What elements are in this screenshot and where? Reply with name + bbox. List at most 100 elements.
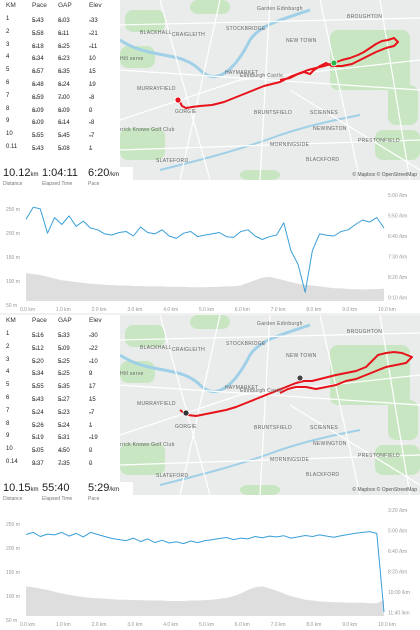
split-row: 0.11 5:43 /km 5:08 /km 1 m [6, 144, 93, 152]
split-row: 6 6:48 /km 6:24 /km 19 m [6, 80, 96, 88]
park-area [190, 315, 230, 329]
elevation-tick-label: 50 m [6, 618, 17, 624]
split-km: 5 [6, 382, 10, 389]
split-km: 6 [6, 395, 10, 401]
split-km: 4 [6, 54, 10, 61]
map-canvas [120, 0, 420, 180]
elevation-pace-chart: 250 m 200 m 150 m 100 m 50 m 3:20 /km 5:00 /km… [0, 506, 420, 630]
road [259, 0, 271, 180]
map-label: MORNINGSIDE [270, 457, 310, 463]
water-of-leith [120, 8, 311, 78]
map-attribution: © Mapbox © OpenStreetMap [352, 172, 417, 178]
route-map[interactable]: Garden Edinburgh BROUGHTON BLACKHALL CRAIGL… [120, 315, 420, 495]
union-canal [159, 429, 361, 486]
divider [0, 313, 420, 315]
distance-tick-label: 8.0 km [306, 622, 321, 628]
map-label: STOCKBRIDGE [226, 26, 266, 32]
route-marker [182, 409, 190, 417]
map-label: BRUNTSFIELD [254, 425, 293, 431]
activity-summary: 10.15km 55:40 5:29/km Distance Elapsed T… [3, 482, 133, 504]
pace-tick-label: 9:10 /km [388, 296, 407, 302]
elevation-tick-label: 250 m [6, 207, 20, 213]
map-label: CRAIGLEITH [172, 347, 206, 353]
elevation-tick-label: 100 m [6, 594, 20, 600]
distance-tick-label: 5.0 km [199, 622, 214, 628]
activity-card: KM Pace GAP Elev 1 5:16 /km 5:33 /km -30 m 2… [0, 315, 420, 630]
split-km: 10 [6, 446, 13, 453]
elevation-tick-label: 50 m [6, 303, 17, 309]
split-row: 2 5:58 /km 6:11 /km -21 m [6, 28, 98, 37]
park-area [330, 30, 410, 90]
splits-header-gap: GAP [58, 2, 72, 9]
pace-line [25, 206, 385, 293]
pace-line [25, 531, 385, 612]
distance-tick-label: 9.0 km [342, 307, 357, 313]
distance-tick-label: 4.0 km [163, 307, 178, 313]
splits-header-pace: Pace [32, 2, 47, 9]
map-label: NEW TOWN [286, 38, 317, 44]
splits-header-elev: Elev [89, 2, 102, 9]
activity-summary: 10.12km 1:04:11 6:20/km Distance Elapsed… [3, 167, 133, 189]
map-label: STOCKBRIDGE [226, 341, 266, 347]
distance-tick-label: 5.0 km [199, 307, 214, 313]
road [379, 0, 411, 180]
route-line [179, 351, 413, 417]
elapsed-label: Elapsed Time [42, 496, 73, 502]
split-km: 3 [6, 356, 10, 363]
split-row: 3 5:20 /km 5:25 /km -10 m [6, 356, 98, 365]
distance-tick-label: 3.0 km [127, 307, 142, 313]
chart-canvas: 250 m 200 m 150 m 100 m 50 m 5:00 /km 5:50 /km… [6, 193, 407, 313]
pace-value: 5:29/km [88, 482, 120, 494]
split-row: 6 5:43 /km 5:27 /km 15 m [6, 395, 96, 403]
map-label: MORNINGSIDE [270, 142, 310, 148]
map-attribution: © Mapbox © OpenStreetMap [352, 487, 417, 493]
distance-tick-label: 1.0 km [56, 622, 71, 628]
distance-tick-label: 4.0 km [163, 622, 178, 628]
route-map[interactable]: Garden Edinburgh BROUGHTON BLACKHALL CRAIGL… [120, 0, 420, 180]
map-label: BROUGHTON [347, 14, 383, 20]
split-row: 9 5:19 /km 5:31 /km -19 m [6, 433, 98, 442]
split-km: 4 [6, 369, 10, 376]
park-area [388, 400, 418, 440]
split-row: 1 5:43 /km 6:03 /km -33 m [6, 16, 98, 24]
map-label: NEWINGTON [313, 441, 347, 447]
distance-tick-label: 9.0 km [342, 622, 357, 628]
road [319, 315, 361, 495]
water-of-leith [120, 323, 311, 393]
map-label: Edinburgh Castle [240, 388, 284, 394]
elevation-tick-label: 200 m [6, 546, 20, 552]
road [120, 139, 420, 151]
split-row: 5 5:55 /km 5:35 /km 17 m [6, 382, 96, 391]
road [120, 69, 420, 91]
map-label: NEWINGTON [313, 126, 347, 132]
park-area [375, 130, 420, 160]
distance-tick-label: 7.0 km [271, 622, 286, 628]
pace-tick-label: 5:50 /km [388, 214, 407, 220]
route-marker [296, 374, 304, 382]
elevation-tick-label: 150 m [6, 255, 20, 261]
map-label: Hill serve [120, 56, 144, 62]
map-label: PRESTONFIELD [358, 138, 400, 144]
park-area [190, 0, 230, 14]
split-row: 7 5:24 /km 5:23 /km -7 m [6, 407, 95, 416]
distance-tick-label: 8.0 km [306, 307, 321, 313]
distance-label: Distance [3, 496, 23, 502]
map-label: SCIENNES [310, 110, 338, 116]
road [289, 89, 420, 171]
map-label: Edinburgh Castle [240, 73, 284, 79]
pace-tick-label: 6:40 /km [388, 234, 407, 240]
splits-header-gap: GAP [58, 317, 72, 324]
distance-label: Distance [3, 181, 23, 187]
split-km: 8 [6, 105, 10, 112]
map-label: MURRAYFIELD [137, 401, 176, 407]
route-marker [330, 59, 338, 67]
split-km: 9 [6, 433, 10, 440]
split-km: 7 [6, 407, 10, 414]
elapsed-value: 55:40 [42, 482, 70, 494]
split-row: 10 5:55 /km 5:45 /km -7 m [6, 131, 95, 140]
split-km: 2 [6, 343, 10, 350]
pace-tick-label: 5:00 /km [388, 529, 407, 535]
split-km: 0.11 [6, 144, 18, 150]
road [319, 0, 361, 180]
split-km: 8 [6, 420, 10, 427]
